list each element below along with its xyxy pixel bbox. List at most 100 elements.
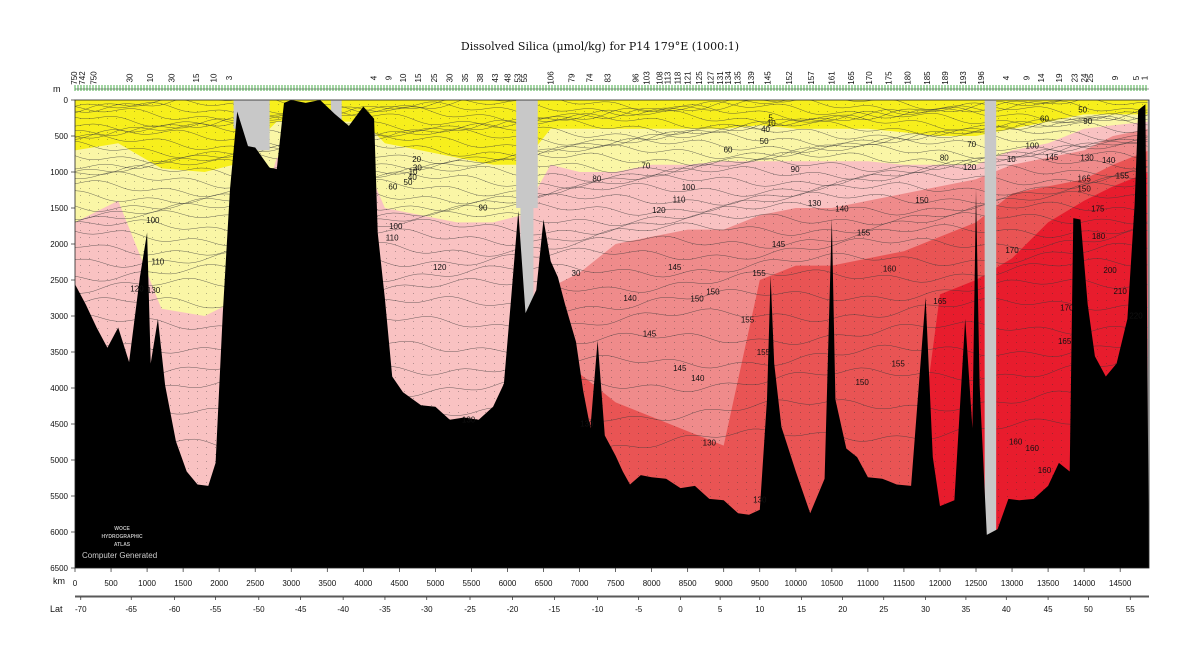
sample-dot — [395, 293, 396, 294]
sample-dot — [485, 146, 486, 147]
sample-dot — [188, 153, 189, 154]
sample-dot — [683, 475, 684, 476]
sample-dot — [629, 104, 630, 105]
sample-dot — [395, 181, 396, 182]
sample-dot — [728, 307, 729, 308]
sample-dot — [755, 125, 756, 126]
sample-dot — [449, 223, 450, 224]
sample-dot — [557, 125, 558, 126]
sample-dot — [449, 111, 450, 112]
sample-dot — [629, 314, 630, 315]
sample-dot — [746, 293, 747, 294]
sample-dot — [683, 349, 684, 350]
sample-dot — [728, 496, 729, 497]
sample-dot — [206, 419, 207, 420]
sample-dot — [395, 188, 396, 189]
sample-dot — [449, 104, 450, 105]
sample-dot — [440, 279, 441, 280]
sample-dot — [692, 202, 693, 203]
sample-dot — [719, 202, 720, 203]
sample-dot — [692, 307, 693, 308]
sample-dot — [395, 300, 396, 301]
sample-dot — [80, 118, 81, 119]
sample-dot — [440, 251, 441, 252]
sample-dot — [692, 293, 693, 294]
sample-dot — [611, 111, 612, 112]
sample-dot — [440, 377, 441, 378]
sample-dot — [584, 307, 585, 308]
sample-dot — [620, 125, 621, 126]
sample-dot — [584, 209, 585, 210]
sample-dot — [683, 146, 684, 147]
sample-dot — [557, 139, 558, 140]
sample-dot — [566, 125, 567, 126]
sample-dot — [152, 160, 153, 161]
sample-dot — [710, 391, 711, 392]
sample-dot — [215, 440, 216, 441]
sample-dot — [431, 377, 432, 378]
sample-dot — [620, 342, 621, 343]
sample-dot — [98, 293, 99, 294]
sample-dot — [683, 174, 684, 175]
sample-dot — [728, 440, 729, 441]
sample-dot — [422, 335, 423, 336]
sample-dot — [539, 230, 540, 231]
sample-dot — [116, 181, 117, 182]
sample-dot — [116, 237, 117, 238]
sample-dot — [476, 412, 477, 413]
sample-dot — [467, 111, 468, 112]
sample-dot — [566, 272, 567, 273]
sample-dot — [107, 293, 108, 294]
sample-dot — [665, 202, 666, 203]
sample-dot — [206, 181, 207, 182]
sample-dot — [737, 251, 738, 252]
sample-dot — [404, 167, 405, 168]
sample-dot — [107, 104, 108, 105]
sample-dot — [656, 426, 657, 427]
sample-dot — [656, 230, 657, 231]
sample-dot — [701, 286, 702, 287]
sample-dot — [584, 293, 585, 294]
sample-dot — [143, 181, 144, 182]
sample-dot — [422, 307, 423, 308]
sample-dot — [539, 160, 540, 161]
sample-dot — [89, 167, 90, 168]
sample-dot — [710, 181, 711, 182]
sample-dot — [656, 132, 657, 133]
sample-dot — [647, 461, 648, 462]
sample-dot — [422, 153, 423, 154]
sample-dot — [422, 139, 423, 140]
sample-dot — [548, 244, 549, 245]
sample-dot — [494, 272, 495, 273]
sample-dot — [224, 160, 225, 161]
sample-dot — [503, 300, 504, 301]
sample-dot — [728, 384, 729, 385]
sample-dot — [701, 174, 702, 175]
sample-dot — [152, 202, 153, 203]
sample-dot — [620, 167, 621, 168]
sample-dot — [215, 349, 216, 350]
sample-dot — [197, 139, 198, 140]
sample-dot — [737, 279, 738, 280]
sample-dot — [737, 230, 738, 231]
sample-dot — [413, 391, 414, 392]
sample-dot — [458, 188, 459, 189]
sample-dot — [674, 293, 675, 294]
sample-dot — [422, 188, 423, 189]
sample-dot — [449, 132, 450, 133]
sample-dot — [179, 349, 180, 350]
sample-dot — [413, 125, 414, 126]
sample-dot — [746, 405, 747, 406]
sample-dot — [692, 363, 693, 364]
sample-dot — [179, 377, 180, 378]
sample-dot — [170, 230, 171, 231]
sample-dot — [458, 328, 459, 329]
sample-dot — [674, 146, 675, 147]
sample-dot — [647, 391, 648, 392]
sample-dot — [395, 335, 396, 336]
sample-dot — [566, 230, 567, 231]
sample-dot — [557, 104, 558, 105]
sample-dot — [89, 174, 90, 175]
sample-dot — [179, 125, 180, 126]
sample-dot — [413, 167, 414, 168]
